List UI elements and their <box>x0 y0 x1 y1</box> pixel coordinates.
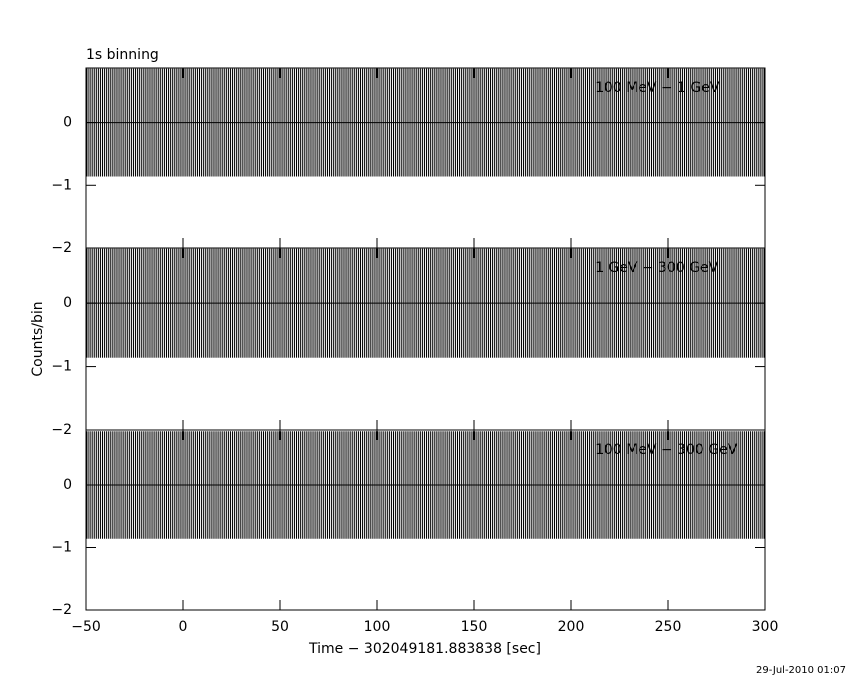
y-tick-label: 0 <box>63 115 72 131</box>
y-tick-label: −1 <box>51 177 72 193</box>
panel-label: 1 GeV − 300 GeV <box>595 260 719 276</box>
x-tick-label: −50 <box>71 619 101 635</box>
y-tick-label: 0 <box>63 295 72 311</box>
x-tick-label: 0 <box>179 619 188 635</box>
x-axis-label: Time − 302049181.883838 [sec] <box>308 641 541 657</box>
y-tick-label: −2 <box>51 422 72 438</box>
x-tick-label: 250 <box>655 619 682 635</box>
x-tick-label: 300 <box>752 619 779 635</box>
panel-label: 100 MeV − 300 GeV <box>595 442 738 458</box>
y-tick-label: 0 <box>63 477 72 493</box>
x-tick-label: 50 <box>271 619 289 635</box>
x-tick-label: 200 <box>558 619 585 635</box>
y-tick-label: −1 <box>51 359 72 375</box>
y-tick-label: −2 <box>51 240 72 256</box>
chart-title: 1s binning <box>86 47 159 63</box>
y-tick-label: −1 <box>51 540 72 556</box>
y-tick-label: −2 <box>51 602 72 618</box>
panel-label: 100 MeV − 1 GeV <box>595 80 720 96</box>
panel-frame <box>85 429 766 611</box>
footnote: 29-Jul-2010 01:07 <box>756 665 846 676</box>
y-axis-label: Counts/bin <box>30 301 46 376</box>
x-tick-label: 150 <box>461 619 488 635</box>
x-tick-label: 100 <box>364 619 391 635</box>
